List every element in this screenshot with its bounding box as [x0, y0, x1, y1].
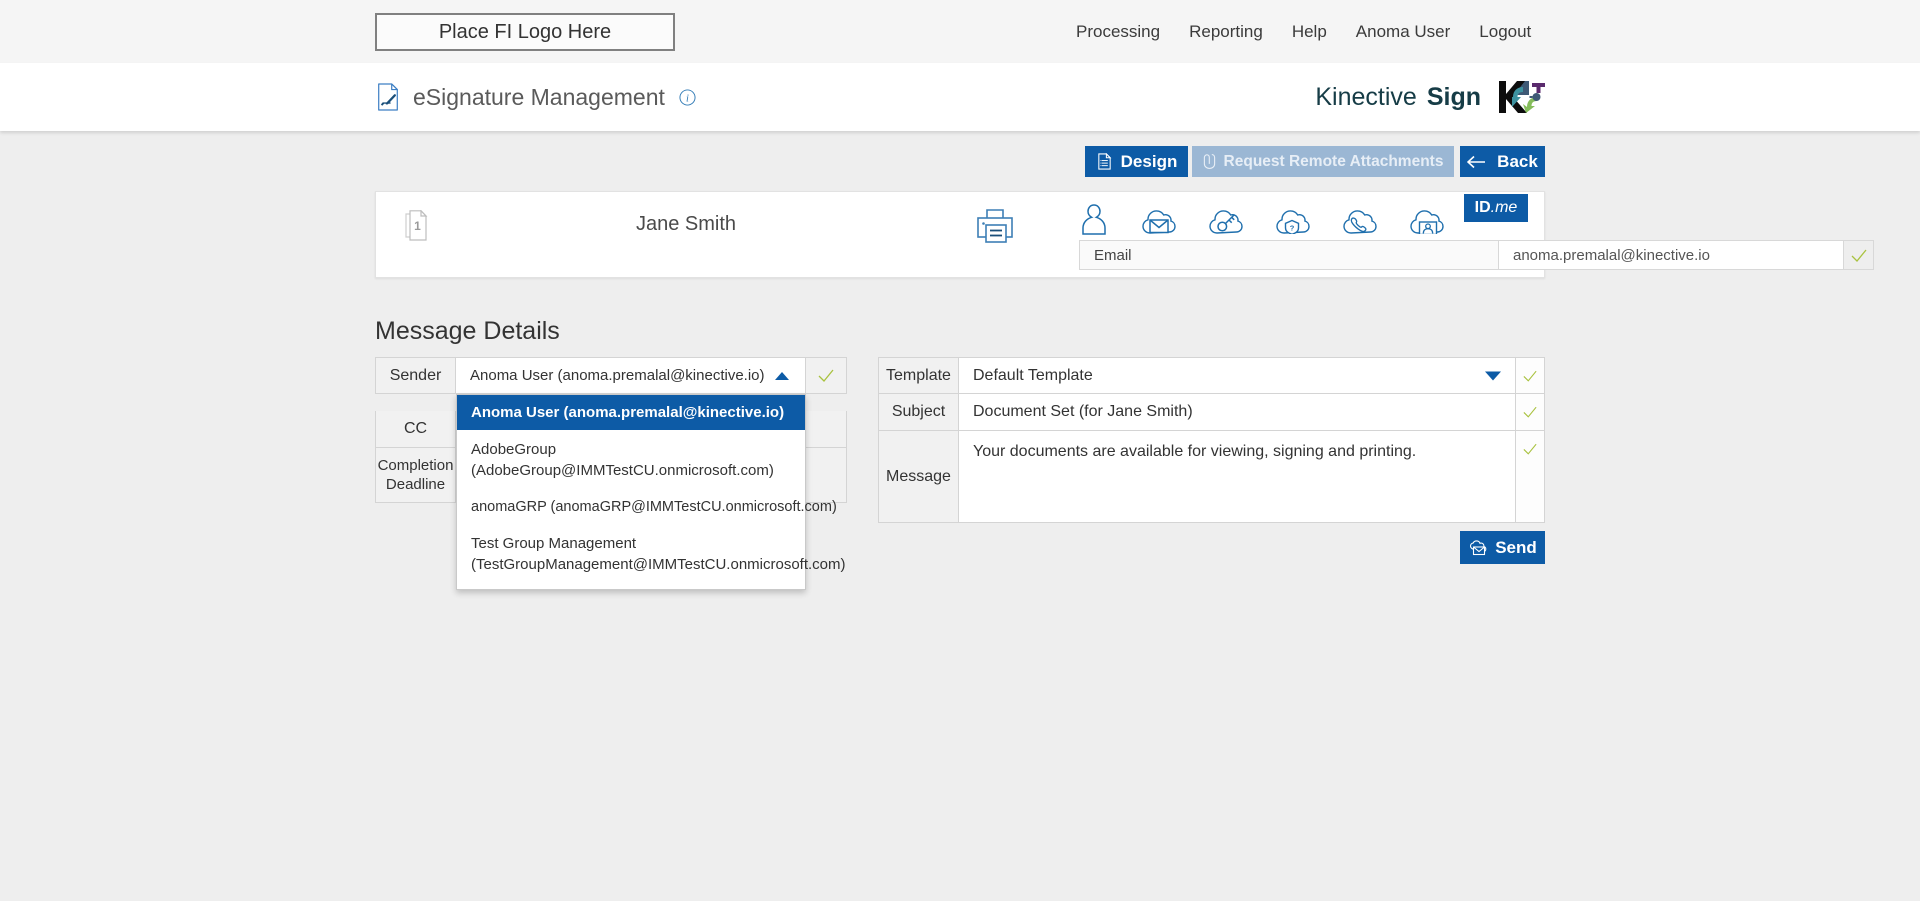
svg-text:i: i	[686, 93, 689, 104]
svg-text:1: 1	[414, 219, 421, 233]
svg-text:?: ?	[1290, 223, 1295, 232]
